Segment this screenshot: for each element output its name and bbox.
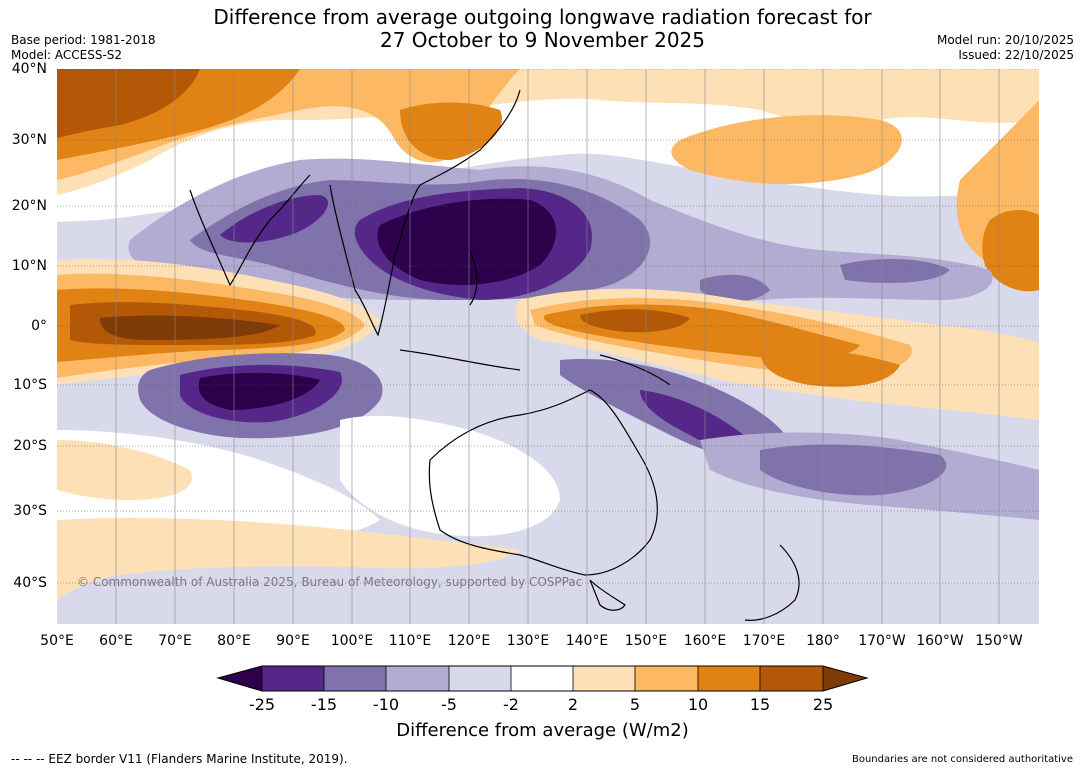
- colorbar-tick: -5: [441, 695, 457, 714]
- china-orange-patch: [400, 102, 502, 160]
- copyright-text: © Commonwealth of Australia 2025, Bureau…: [77, 575, 583, 589]
- pacific-south-dark-orange: [760, 348, 900, 387]
- pacific-purple-spot1: [700, 274, 770, 302]
- lon-label: 130°E: [506, 633, 550, 649]
- pacific-purple-spot2: [840, 258, 950, 283]
- colorbar-segment: [386, 666, 449, 691]
- south-pacific-purple: [760, 444, 947, 496]
- lon-label: 50°E: [40, 633, 74, 649]
- lon-label: 170°W: [858, 633, 906, 649]
- lon-label: 70°E: [158, 633, 192, 649]
- map-title-line2: 27 October to 9 November 2025: [379, 28, 706, 52]
- colorbar-segment: [635, 666, 698, 691]
- lat-label: 20°N: [11, 198, 47, 214]
- lon-label: 160°E: [683, 633, 727, 649]
- issued-text: Issued: 22/10/2025: [958, 48, 1074, 62]
- lat-label: 0°: [31, 318, 47, 334]
- colorbar-tick: 25: [812, 695, 834, 714]
- colorbar-segment: [324, 666, 386, 691]
- lat-label: 30°S: [13, 503, 47, 519]
- philippines-coast: [469, 249, 478, 306]
- colorbar-extend-max: [823, 666, 867, 691]
- lon-label: 180°: [806, 633, 840, 649]
- lon-label: 140°E: [565, 633, 609, 649]
- colorbar-segment: [449, 666, 511, 691]
- lon-label: 100°E: [330, 633, 374, 649]
- north-brown: [57, 69, 200, 138]
- southern-light-orange: [57, 518, 520, 600]
- india-coast: [189, 174, 311, 287]
- lat-label: 40°S: [13, 575, 47, 591]
- colorbar-segment: [262, 666, 324, 691]
- map-field: [57, 69, 1039, 624]
- model-run-text: Model run: 20/10/2025: [936, 33, 1074, 47]
- pacific-equator-brown: [580, 309, 690, 333]
- colorbar-tick: 2: [567, 695, 579, 714]
- model-text: Model: ACCESS-S2: [11, 48, 123, 62]
- indochina-coast: [329, 184, 421, 337]
- lon-label: 120°E: [447, 633, 491, 649]
- lat-label: 20°S: [13, 438, 47, 454]
- colorbar: [216, 665, 869, 692]
- south-indian-core: [198, 372, 320, 410]
- map-title-line1: Difference from average outgoing longwav…: [213, 5, 872, 29]
- colorbar-dividers: [261, 666, 824, 691]
- eez-legend: -- -- -- EEZ border V11 (Flanders Marine…: [11, 752, 348, 766]
- colorbar-tick: 10: [687, 695, 709, 714]
- lon-label: 110°E: [388, 633, 432, 649]
- lon-label: 150°E: [624, 633, 668, 649]
- pacific-north-orange: [671, 115, 902, 185]
- colorbar-tick: 5: [629, 695, 641, 714]
- boundaries-disclaimer: Boundaries are not considered authoritat…: [851, 754, 1073, 765]
- lat-label: 10°N: [11, 258, 47, 274]
- new-zealand-coast: [744, 544, 800, 621]
- base-period-text: Base period: 1981-2018: [11, 33, 156, 47]
- australia-coast: [428, 389, 658, 576]
- coral-sea-dark-purple: [640, 390, 750, 450]
- south-china-sea-core: [377, 198, 557, 285]
- java-coast: [399, 349, 521, 371]
- lon-label: 60°E: [99, 633, 133, 649]
- colorbar-tick: -25: [248, 695, 276, 714]
- colorbar-tick: -10: [372, 695, 400, 714]
- lon-label: 160°W: [916, 633, 964, 649]
- lat-label: 40°N: [11, 61, 47, 77]
- colorbar-segment: [698, 666, 760, 691]
- colorbar-label: Difference from average (W/m2): [396, 720, 689, 741]
- china-coast: [419, 89, 521, 186]
- east-pacific-dark-orange: [982, 210, 1039, 292]
- south-indian-light-orange: [57, 440, 192, 500]
- longitude-gridlines: [115, 69, 1000, 624]
- lon-label: 170°E: [742, 633, 786, 649]
- lon-label: 90°E: [276, 633, 310, 649]
- lat-label: 10°S: [13, 377, 47, 393]
- lat-label: 30°N: [11, 132, 47, 148]
- lon-label: 150°W: [975, 633, 1023, 649]
- indian-ocean-core: [100, 315, 280, 340]
- colorbar-tick: -2: [503, 695, 519, 714]
- coastlines: [189, 89, 800, 621]
- colorbar-extend-min: [218, 666, 262, 691]
- colorbar-tick: -15: [310, 695, 338, 714]
- bay-of-bengal-purple: [220, 195, 329, 243]
- tasmania-coast: [589, 579, 626, 611]
- new-guinea-coast: [599, 354, 671, 386]
- colorbar-segment: [760, 666, 823, 691]
- lon-label: 80°E: [217, 633, 251, 649]
- colorbar-segment: [511, 666, 573, 691]
- colorbar-tick: 15: [749, 695, 771, 714]
- colorbar-segment: [573, 666, 635, 691]
